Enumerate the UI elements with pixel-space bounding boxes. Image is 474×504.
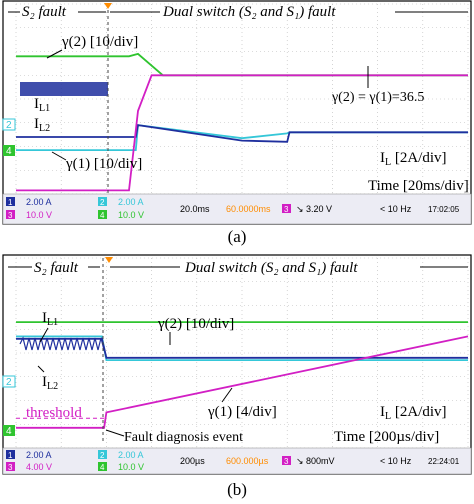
b-gamma1-label: γ(1) [4/div] bbox=[207, 404, 277, 420]
scope-a-svg: S₂ fault Dual switch (S₂ and S₁) fault γ… bbox=[2, 0, 472, 225]
panel-b: S₂ fault Dual switch (S₂ and S₁) fault I… bbox=[0, 254, 474, 476]
marker-4-b-text: 4 bbox=[6, 426, 12, 437]
equality-label: γ(2) = γ(1)=36.5 bbox=[331, 90, 424, 105]
status-clock-a: 17:02:05 bbox=[428, 205, 460, 214]
b-threshold-label: threshold bbox=[26, 405, 82, 421]
status-timebase-a: 20.0ms bbox=[180, 204, 210, 214]
header-b-right-label: Dual switch (S₂ and S₁) fault bbox=[184, 260, 358, 276]
svg-text:2: 2 bbox=[100, 198, 105, 207]
scope-a-frame bbox=[2, 0, 472, 225]
b-gamma2-label: γ(2) [10/div] bbox=[157, 316, 234, 332]
status-ch4-b: 10.0 V bbox=[118, 462, 144, 472]
il2-label: IL2 bbox=[34, 116, 50, 134]
gamma2-label: γ(2) [10/div] bbox=[61, 34, 138, 50]
svg-text:1: 1 bbox=[8, 451, 13, 460]
gamma2-leader bbox=[46, 49, 63, 59]
header-b-left-label: S₂ fault bbox=[34, 260, 79, 276]
caption-a: (a) bbox=[227, 227, 247, 246]
status-ch2-a: 2.00 A bbox=[118, 197, 144, 207]
status-trigger-b: ↘ 800mV bbox=[296, 456, 335, 466]
status-freq-b: < 10 Hz bbox=[380, 456, 412, 466]
b-gamma1-leader bbox=[221, 387, 233, 403]
status-clock-b: 22:24:01 bbox=[428, 457, 460, 466]
svg-text:3: 3 bbox=[8, 211, 13, 220]
scope-b-traces bbox=[16, 321, 469, 429]
caption-b: (b) bbox=[227, 480, 247, 499]
header-right-label: Dual switch (S₂ and S₁) fault bbox=[162, 4, 336, 20]
marker-2-b bbox=[2, 375, 16, 388]
b-il-scale-label: IL [2A/div] bbox=[380, 404, 447, 422]
panel-a: S₂ fault Dual switch (S₂ and S₁) fault γ… bbox=[0, 0, 474, 226]
trace-3 bbox=[16, 74, 468, 192]
marker-4-a bbox=[3, 145, 15, 156]
marker-4-a-text: 4 bbox=[6, 146, 12, 157]
marker-4-b bbox=[3, 425, 15, 436]
scope-b-svg: S₂ fault Dual switch (S₂ and S₁) fault I… bbox=[2, 254, 472, 475]
status-freq-a: < 10 Hz bbox=[380, 204, 412, 214]
b-fault-event-label: Fault diagnosis event bbox=[124, 430, 243, 445]
svg-text:3: 3 bbox=[8, 463, 13, 472]
trigger-marker-a bbox=[104, 3, 112, 9]
b-il2-leader bbox=[37, 365, 45, 373]
status-trigger-a: ↘ 3.20 V bbox=[296, 204, 332, 214]
il1-label: IL1 bbox=[34, 96, 50, 114]
svg-text:1: 1 bbox=[8, 198, 13, 207]
b-il2-label: IL2 bbox=[42, 374, 58, 392]
status-bar-b: 1 2.00 A 2 2.00 A 3 4.00 V 4 10.0 V 200µ… bbox=[2, 447, 472, 475]
gamma1-label: γ(1) [10/div] bbox=[65, 156, 142, 172]
b-time-scale-label: Time [200µs/div] bbox=[334, 429, 439, 445]
status-timebase-b: 200µs bbox=[180, 456, 205, 466]
il1-ripple bbox=[19, 336, 105, 351]
il-scale-label: IL [2A/div] bbox=[380, 150, 447, 168]
b-il1-label: IL1 bbox=[42, 310, 58, 328]
status-delay-a: 60.0000ms bbox=[226, 204, 271, 214]
status-ch1-b: 2.00 A bbox=[26, 450, 52, 460]
svg-text:4: 4 bbox=[100, 211, 105, 220]
marker-2-b-text: 2 bbox=[6, 377, 12, 388]
marker-2-a-text: 2 bbox=[6, 120, 12, 131]
svg-text:3: 3 bbox=[284, 457, 289, 466]
status-ch4-a: 10.0 V bbox=[118, 210, 144, 220]
gamma1-leader bbox=[51, 151, 67, 161]
scope-b-frame bbox=[2, 254, 472, 475]
marker-2-a bbox=[2, 118, 16, 131]
status-ch3-a: 10.0 V bbox=[26, 210, 52, 220]
scope-a-traces bbox=[16, 52, 468, 192]
il-ripple-band bbox=[20, 82, 108, 96]
b-fault-event-leader bbox=[105, 429, 125, 437]
b-il1-leader bbox=[39, 327, 49, 343]
trace-3 bbox=[16, 335, 469, 429]
status-delay-b: 600.000µs bbox=[226, 456, 269, 466]
time-scale-label: Time [20ms/div] bbox=[368, 178, 469, 194]
status-ch2-b: 2.00 A bbox=[118, 450, 144, 460]
status-ch1-a: 2.00 A bbox=[26, 197, 52, 207]
svg-text:4: 4 bbox=[100, 463, 105, 472]
svg-text:2: 2 bbox=[100, 451, 105, 460]
status-ch3-b: 4.00 V bbox=[26, 462, 52, 472]
trigger-marker-b bbox=[105, 257, 113, 263]
svg-text:3: 3 bbox=[284, 205, 289, 214]
header-left-label: S₂ fault bbox=[22, 4, 67, 20]
status-bar-a: 1 2.00 A 2 2.00 A 3 10.0 V 4 10.0 V 20.0… bbox=[2, 193, 472, 225]
